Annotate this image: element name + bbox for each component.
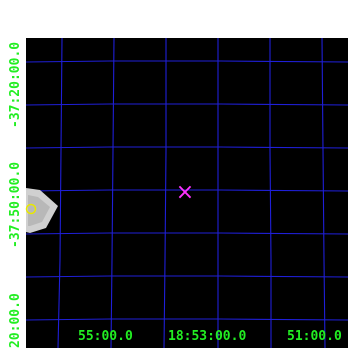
source-ring-icon bbox=[25, 203, 37, 215]
grid-line-horizontal bbox=[25, 318, 349, 321]
grid-line-horizontal bbox=[25, 275, 349, 278]
bright-source[interactable] bbox=[25, 188, 58, 233]
grid-line-vertical bbox=[110, 37, 115, 349]
grid-line-vertical bbox=[321, 37, 326, 349]
x-cross-marker-icon[interactable]: × bbox=[176, 180, 194, 205]
grid-line-vertical bbox=[163, 38, 167, 349]
dec-label-1: -37:20:00.0 bbox=[8, 42, 23, 128]
ra-label-2: 18:53:00.0 bbox=[168, 329, 246, 344]
grid-line-horizontal bbox=[25, 103, 349, 106]
sky-image[interactable] bbox=[26, 38, 348, 348]
grid-line-vertical bbox=[269, 38, 272, 348]
grid-line-horizontal bbox=[25, 60, 349, 63]
coordinate-grid bbox=[25, 37, 349, 349]
dec-label-2: -37:50:00.0 bbox=[8, 162, 23, 248]
grid-line-horizontal bbox=[25, 189, 349, 192]
grid-line-vertical bbox=[57, 37, 63, 349]
grid-line-horizontal bbox=[25, 232, 349, 235]
ra-label-1: 55:00.0 bbox=[78, 329, 133, 344]
grid-line-horizontal bbox=[25, 146, 349, 149]
ra-label-3: 51:00.0 bbox=[287, 329, 342, 344]
dec-label-3: 20:00.0 bbox=[8, 293, 23, 348]
